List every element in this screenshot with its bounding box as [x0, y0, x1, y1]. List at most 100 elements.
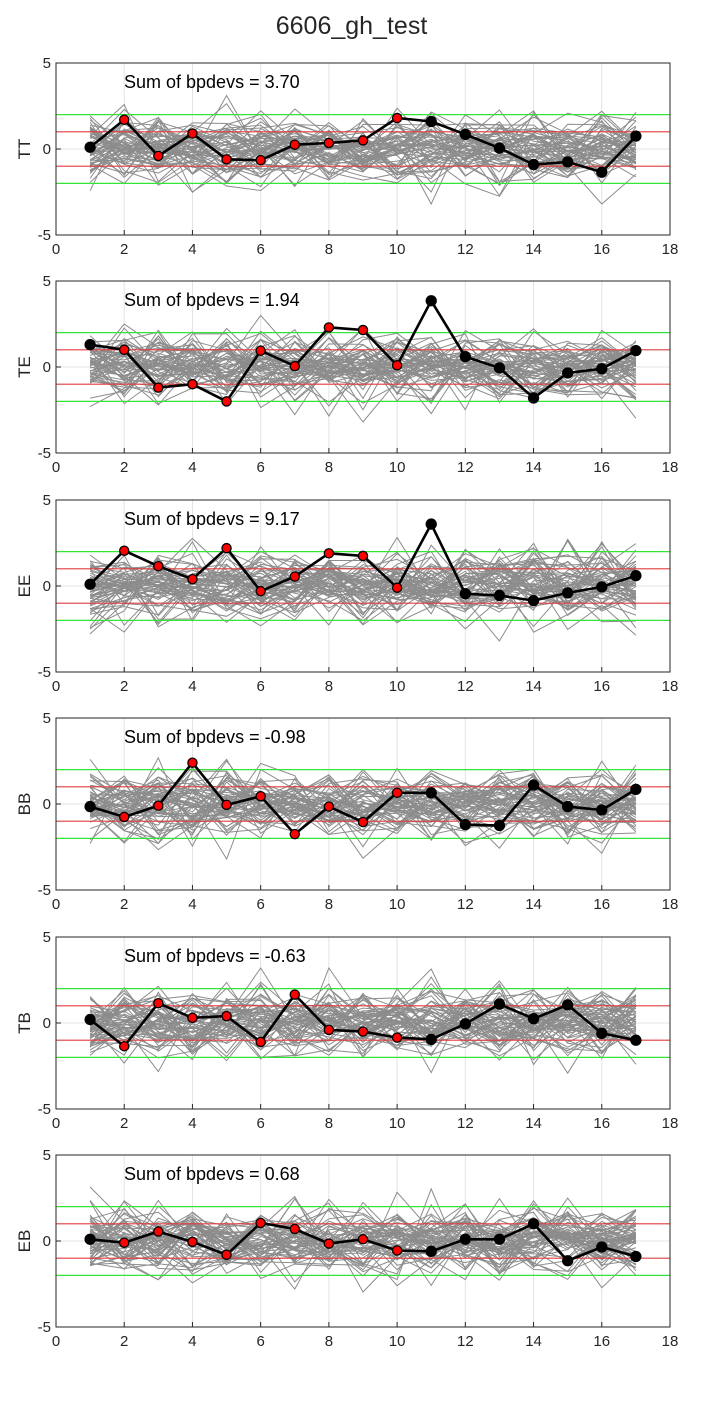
data-point-black [459, 818, 471, 831]
data-point-red [153, 560, 164, 572]
data-point-black [459, 1233, 471, 1245]
simulation-line [89, 126, 637, 187]
data-point-black [493, 998, 506, 1010]
data-point-black [630, 1250, 642, 1263]
data-point-red [118, 1237, 130, 1248]
x-tick-label: 8 [325, 678, 333, 695]
data-point-black [84, 800, 96, 813]
y-tick-label: 5 [43, 1147, 51, 1164]
data-point-black [84, 578, 96, 590]
data-point-black [527, 392, 540, 404]
data-point-red [153, 382, 164, 393]
data-point-black [84, 338, 96, 351]
data-point-black [425, 787, 437, 799]
data-point-black [562, 587, 574, 599]
simulation-line [89, 1226, 637, 1270]
simulation-line [89, 772, 637, 836]
data-point-black [493, 1233, 506, 1245]
bpdevs-annotation: Sum of bpdevs = 1.94 [124, 290, 300, 310]
data-point-red [255, 1036, 266, 1048]
x-tick-label: 14 [525, 459, 542, 476]
data-point-black [562, 156, 574, 168]
data-point-red [187, 757, 198, 768]
bpdevs-annotation: Sum of bpdevs = -0.98 [124, 727, 306, 747]
data-point-red [323, 322, 335, 333]
data-point-black [527, 594, 540, 607]
simulation-line [89, 550, 637, 617]
simulation-line [89, 332, 637, 411]
figure-title: 6606_gh_test [275, 12, 428, 40]
x-tick-label: 12 [457, 1115, 474, 1132]
data-point-red [221, 1249, 232, 1261]
data-point-red [391, 1245, 403, 1256]
simulation-line [89, 1000, 637, 1053]
x-tick-label: 14 [525, 896, 542, 913]
data-point-red [118, 1040, 130, 1052]
data-point-red [323, 801, 335, 812]
x-tick-label: 14 [525, 678, 542, 695]
x-tick-label: 4 [188, 896, 196, 913]
x-tick-label: 14 [525, 1333, 542, 1350]
data-point-red [118, 811, 130, 823]
data-point-red [289, 1223, 301, 1235]
x-tick-label: 10 [389, 1333, 406, 1350]
data-point-red [289, 571, 301, 582]
simulation-line [89, 338, 637, 385]
simulation-line [89, 351, 637, 419]
data-point-black [425, 518, 437, 530]
data-point-red [118, 545, 130, 556]
data-point-black [425, 295, 437, 307]
y-tick-label: 5 [43, 273, 51, 290]
data-point-black [562, 1255, 574, 1267]
simulation-line [89, 1216, 637, 1262]
x-tick-label: 0 [52, 241, 60, 258]
x-tick-label: 10 [389, 896, 406, 913]
y-tick-label: -5 [38, 445, 51, 462]
x-tick-label: 10 [389, 459, 406, 476]
data-point-red [153, 1226, 164, 1237]
data-point-red [255, 1217, 266, 1229]
data-point-red [255, 585, 266, 597]
y-tick-label: 5 [43, 55, 51, 72]
x-tick-label: 18 [662, 459, 679, 476]
x-tick-label: 2 [120, 459, 128, 476]
data-point-black [562, 999, 574, 1011]
simulation-line [89, 126, 637, 184]
x-tick-label: 12 [457, 896, 474, 913]
data-point-black [425, 1245, 437, 1257]
data-point-black [630, 783, 642, 796]
simulation-line [89, 1002, 637, 1053]
x-tick-label: 4 [188, 1115, 196, 1132]
data-point-red [357, 1234, 369, 1245]
y-tick-label: -5 [38, 882, 51, 899]
data-point-red [221, 154, 232, 165]
y-axis-label: EE [15, 575, 34, 598]
x-tick-label: 12 [457, 1333, 474, 1350]
x-tick-label: 2 [120, 896, 128, 913]
x-tick-label: 6 [256, 678, 264, 695]
data-point-black [596, 1241, 608, 1253]
data-point-black [527, 1218, 540, 1230]
y-axis-label: TE [15, 356, 34, 378]
data-point-black [630, 1034, 642, 1046]
simulation-line [90, 1007, 637, 1055]
simulation-line [89, 109, 636, 181]
data-point-black [493, 142, 506, 154]
y-tick-label: 5 [43, 929, 51, 946]
simulation-line [89, 565, 637, 628]
simulation-line [89, 759, 637, 823]
data-point-red [221, 1010, 232, 1022]
data-point-red [357, 1026, 369, 1037]
simulation-line [89, 1219, 636, 1265]
data-point-red [153, 997, 164, 1009]
data-point-red [118, 114, 130, 126]
data-point-red [289, 139, 301, 150]
data-point-red [187, 573, 198, 585]
data-point-black [84, 141, 96, 153]
x-tick-label: 12 [457, 241, 474, 258]
x-tick-label: 2 [120, 1333, 128, 1350]
data-point-red [357, 816, 369, 828]
x-tick-label: 16 [593, 678, 610, 695]
